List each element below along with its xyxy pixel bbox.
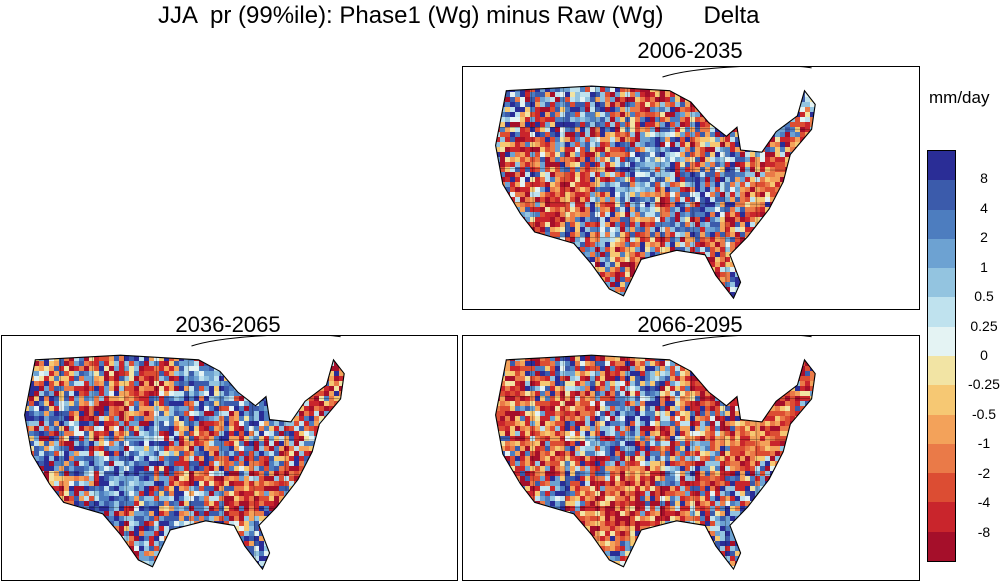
- colorbar-swatch: [928, 268, 955, 297]
- canada-coastline: [663, 336, 812, 346]
- colorbar-swatch: [928, 210, 955, 239]
- colorbar-swatch: [928, 415, 955, 444]
- colorbar-label: -2: [964, 465, 1004, 481]
- colorbar-label: -1: [964, 435, 1004, 451]
- colorbar-label: 4: [964, 200, 1004, 216]
- colorbar-swatch: [928, 385, 955, 414]
- precip-delta-field: [485, 77, 840, 307]
- colorbar-label: -4: [964, 494, 1004, 510]
- precip-delta-field: [14, 346, 369, 576]
- colorbar-swatch: [928, 180, 955, 209]
- colorbar-label: -0.5: [964, 406, 1004, 422]
- colorbar-swatch: [928, 444, 955, 473]
- colorbar-label: 1: [964, 259, 1004, 275]
- colorbar-label: 0.5: [964, 288, 1004, 304]
- figure-title: JJA pr (99%ile): Phase1 (Wg) minus Raw (…: [158, 2, 760, 30]
- colorbar-label: 0.25: [964, 318, 1004, 334]
- colorbar-label: 0: [964, 347, 1004, 363]
- colorbar-swatch: [928, 327, 955, 356]
- precip-delta-field: [485, 346, 840, 576]
- colorbar-swatch: [928, 239, 955, 268]
- map-panel-2066-2095: [462, 335, 920, 581]
- colorbar-label: 2: [964, 229, 1004, 245]
- map-panel-2036-2065: [1, 335, 458, 581]
- colorbar-swatch: [928, 473, 955, 502]
- colorbar-swatch: [928, 356, 955, 385]
- colorbar-label: 8: [964, 170, 1004, 186]
- map-panel-2006-2035: [462, 66, 920, 310]
- colorbar-swatch: [928, 297, 955, 326]
- map-2036-2065: [2, 336, 457, 580]
- colorbar-swatch: [928, 502, 955, 531]
- colorbar-swatch: [928, 532, 955, 561]
- colorbar-swatch: [928, 151, 955, 180]
- colorbar: [927, 150, 956, 562]
- canada-coastline: [663, 67, 812, 77]
- canada-coastline: [192, 336, 341, 346]
- map-2066-2095: [463, 336, 919, 580]
- units-label: mm/day: [929, 88, 989, 108]
- colorbar-label: -0.25: [964, 376, 1004, 392]
- panel-title-2006-2035: 2006-2035: [540, 38, 840, 64]
- colorbar-label: -8: [964, 524, 1004, 540]
- map-2006-2035: [463, 67, 919, 309]
